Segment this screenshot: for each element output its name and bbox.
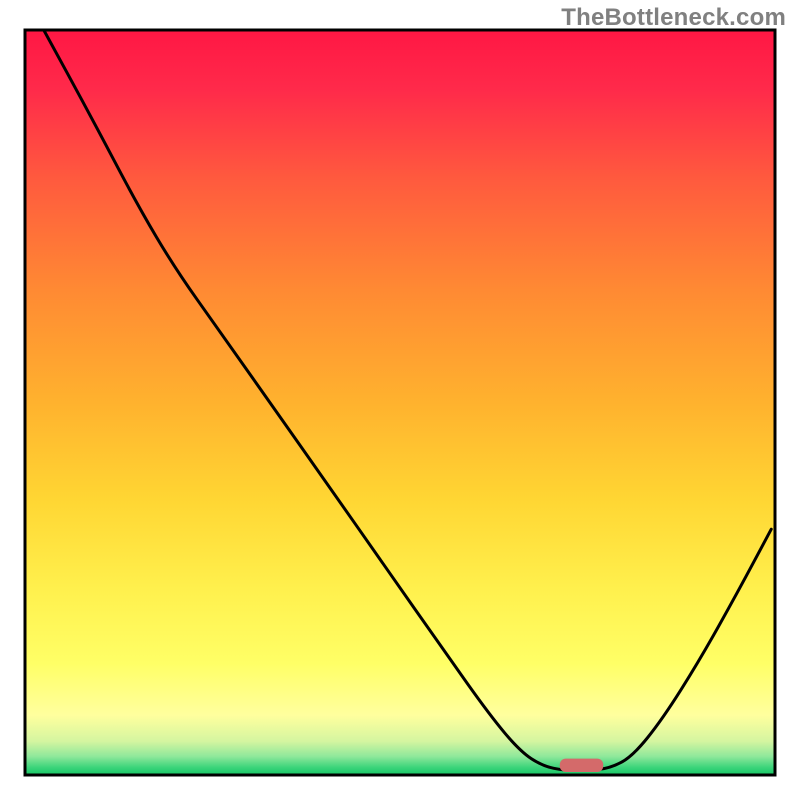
plot-background [25, 30, 775, 775]
chart-container: TheBottleneck.com [0, 0, 800, 800]
bottleneck-chart [0, 0, 800, 800]
optimal-marker [560, 759, 604, 772]
watermark-text: TheBottleneck.com [561, 4, 786, 32]
